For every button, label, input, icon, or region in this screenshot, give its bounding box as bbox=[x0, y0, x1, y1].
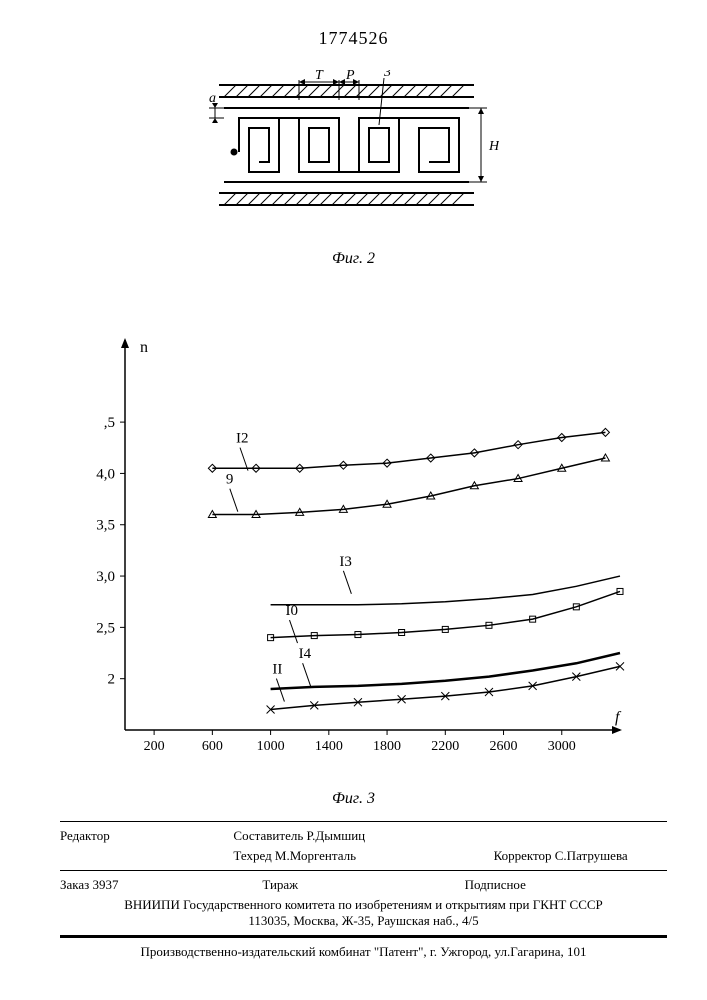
svg-text:f: f bbox=[615, 709, 622, 726]
editor-label: Редактор bbox=[60, 828, 233, 844]
figure-3-chart: ,54,03,53,02,522006001000140018002200260… bbox=[70, 330, 640, 770]
svg-text:3,5: 3,5 bbox=[96, 518, 115, 534]
compiler: Составитель Р.Дымшиц bbox=[233, 828, 493, 844]
corrector: Корректор С.Патрушева bbox=[494, 848, 667, 864]
svg-text:3,0: 3,0 bbox=[96, 569, 115, 585]
svg-text:2600: 2600 bbox=[490, 739, 518, 754]
svg-text:1400: 1400 bbox=[315, 739, 343, 754]
svg-text:1800: 1800 bbox=[373, 739, 401, 754]
order: Заказ 3937 bbox=[60, 877, 262, 893]
svg-text:600: 600 bbox=[202, 739, 223, 754]
label-T: T bbox=[315, 70, 324, 83]
svg-text:3000: 3000 bbox=[548, 739, 576, 754]
svg-text:2: 2 bbox=[108, 672, 116, 688]
svg-text:I0: I0 bbox=[286, 603, 299, 619]
svg-text:I4: I4 bbox=[299, 646, 312, 662]
bottom-line: Производственно-издательский комбинат "П… bbox=[60, 944, 667, 960]
label-3: 3 bbox=[383, 70, 391, 80]
label-H: H bbox=[488, 139, 499, 154]
svg-text:I2: I2 bbox=[236, 431, 249, 447]
tirage: Тираж bbox=[262, 877, 464, 893]
svg-text:II: II bbox=[272, 662, 282, 678]
svg-text:,5: ,5 bbox=[104, 415, 115, 431]
label-a: a bbox=[209, 91, 216, 106]
svg-text:4,0: 4,0 bbox=[96, 466, 115, 482]
label-P: P bbox=[345, 70, 355, 83]
footer: Редактор Составитель Р.Дымшиц Техред М.М… bbox=[60, 819, 667, 960]
fig2-caption: Фиг. 2 bbox=[0, 250, 707, 268]
subscription: Подписное bbox=[465, 877, 667, 893]
svg-text:n: n bbox=[140, 339, 148, 356]
page-number: 1774526 bbox=[319, 28, 389, 49]
svg-text:I3: I3 bbox=[339, 554, 352, 570]
svg-text:200: 200 bbox=[144, 739, 165, 754]
org-line1: ВНИИПИ Государственного комитета по изоб… bbox=[60, 897, 667, 913]
svg-text:2,5: 2,5 bbox=[96, 620, 115, 636]
fig3-caption: Фиг. 3 bbox=[0, 790, 707, 808]
svg-text:2200: 2200 bbox=[431, 739, 459, 754]
svg-text:1000: 1000 bbox=[257, 739, 285, 754]
svg-text:9: 9 bbox=[226, 472, 234, 488]
org-line2: 113035, Москва, Ж-35, Раушская наб., 4/5 bbox=[60, 913, 667, 929]
figure-2: T P 3 H a bbox=[209, 70, 499, 220]
tech-editor: Техред М.Моргенталь bbox=[233, 848, 493, 864]
